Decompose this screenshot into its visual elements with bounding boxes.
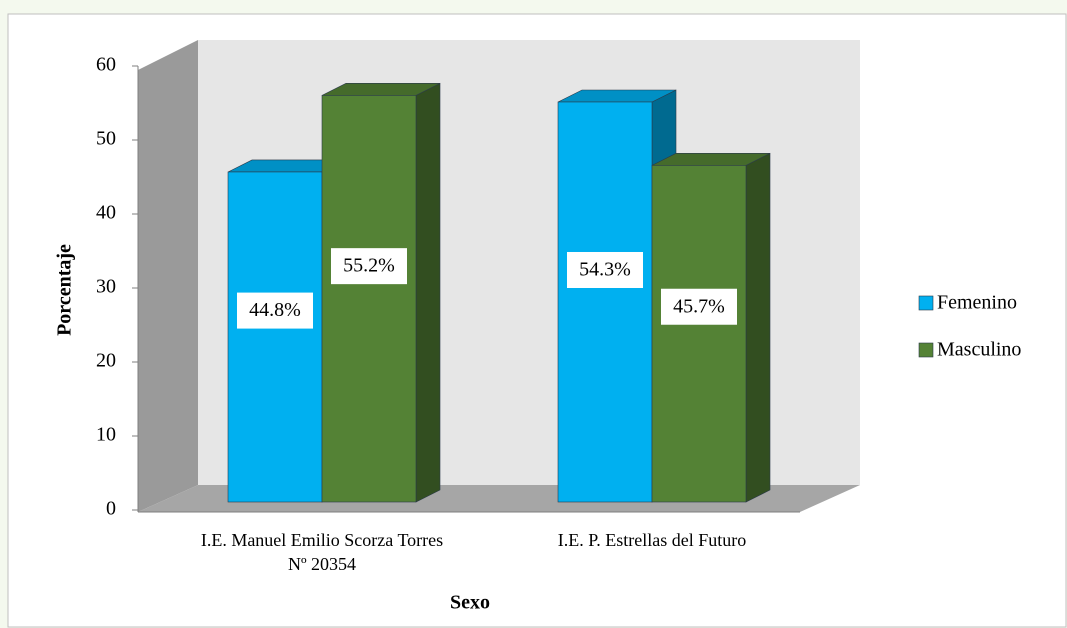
x-tick-label: I.E. P. Estrellas del Futuro <box>557 530 747 550</box>
y-tick-label: 60 <box>96 54 116 76</box>
value-label-box <box>237 292 313 329</box>
x-axis-title: Sexo <box>450 592 490 614</box>
value-label: 44.8% <box>249 299 301 321</box>
bar-front <box>557 101 653 503</box>
bar-side <box>415 82 441 503</box>
y-tick-label: 0 <box>106 498 116 520</box>
y-tick-label: 20 <box>96 350 116 372</box>
side-wall <box>138 40 198 512</box>
bar-front <box>651 165 747 503</box>
legend-label: Masculino <box>937 339 1021 361</box>
value-label-box <box>567 251 643 288</box>
bar-side <box>745 152 771 503</box>
y-tick-label: 30 <box>96 276 116 298</box>
bar-front <box>227 171 323 503</box>
y-tick-label: 50 <box>96 128 116 150</box>
y-tick-label: 40 <box>96 202 116 224</box>
bar-front <box>321 95 417 503</box>
legend-swatch <box>918 342 934 358</box>
value-label-box <box>331 248 407 285</box>
x-tick-label: I.E. Manuel Emilio Scorza Torres Nº 2035… <box>200 530 444 574</box>
value-label: 55.2% <box>343 255 395 277</box>
bar: 45.7% <box>651 152 771 503</box>
value-label: 45.7% <box>673 295 725 317</box>
legend-swatch <box>918 295 934 311</box>
y-tick-label: 10 <box>96 424 116 446</box>
value-label: 54.3% <box>579 259 631 281</box>
y-axis-title: Porcentaje <box>54 244 76 336</box>
value-label-box <box>661 288 737 325</box>
legend-label: Femenino <box>937 292 1017 314</box>
bar: 55.2% <box>321 82 441 503</box>
